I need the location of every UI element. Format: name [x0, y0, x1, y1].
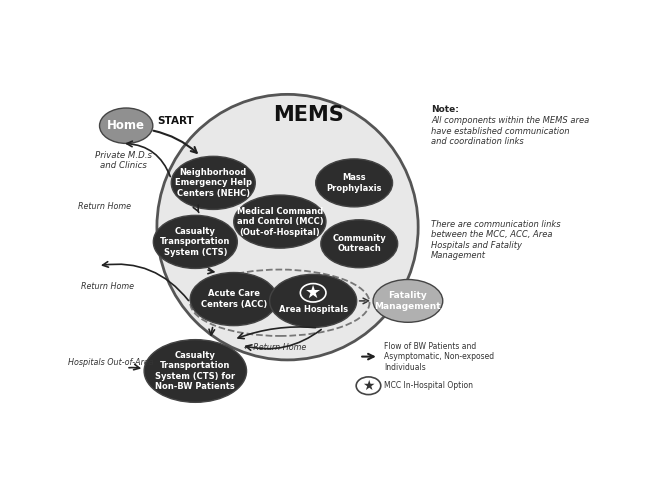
Text: Casualty
Transportation
System (CTS) for
Non-BW Patients: Casualty Transportation System (CTS) for…	[155, 351, 235, 391]
Text: Home: Home	[107, 119, 145, 132]
Text: START: START	[157, 116, 194, 126]
Ellipse shape	[190, 273, 278, 326]
Ellipse shape	[144, 340, 247, 402]
Ellipse shape	[316, 159, 393, 207]
Text: Casualty
Transportation
System (CTS): Casualty Transportation System (CTS)	[160, 227, 231, 257]
Text: MCC In-Hospital Option: MCC In-Hospital Option	[384, 381, 473, 390]
Text: Flow of BW Patients and
Asymptomatic, Non-exposed
Individuals: Flow of BW Patients and Asymptomatic, No…	[384, 342, 494, 372]
Text: ← Return Home: ← Return Home	[244, 342, 306, 352]
Ellipse shape	[157, 94, 418, 360]
Ellipse shape	[171, 156, 255, 209]
Text: Return Home: Return Home	[77, 202, 131, 211]
Text: Neighborhood
Emergency Help
Centers (NEHC): Neighborhood Emergency Help Centers (NEH…	[175, 168, 252, 198]
Text: There are communication links
between the MCC, ACC, Area
Hospitals and Fatality
: There are communication links between th…	[431, 220, 561, 260]
Ellipse shape	[100, 108, 153, 143]
Text: Private M.D.s
and Clinics: Private M.D.s and Clinics	[95, 151, 152, 170]
Text: Fatality
Management: Fatality Management	[375, 291, 442, 310]
Circle shape	[356, 377, 381, 395]
Text: Acute Care
Centers (ACC): Acute Care Centers (ACC)	[201, 289, 267, 309]
Text: Return Home: Return Home	[81, 282, 134, 291]
Text: Medical Command
and Control (MCC)
(Out-of-Hospital): Medical Command and Control (MCC) (Out-o…	[237, 207, 323, 237]
Text: Hospitals Out-of-Area: Hospitals Out-of-Area	[68, 358, 153, 367]
Ellipse shape	[373, 280, 443, 322]
Text: Note:: Note:	[431, 105, 459, 114]
Text: Community
Outreach: Community Outreach	[332, 234, 386, 253]
Ellipse shape	[234, 195, 326, 248]
Text: Mass
Prophylaxis: Mass Prophylaxis	[327, 173, 382, 193]
Text: ★: ★	[362, 379, 375, 393]
Ellipse shape	[321, 220, 398, 268]
Text: All components within the MEMS area
have established communication
and coordinat: All components within the MEMS area have…	[431, 116, 589, 146]
Ellipse shape	[270, 274, 357, 328]
Text: Area Hospitals: Area Hospitals	[278, 305, 348, 314]
Ellipse shape	[153, 216, 237, 268]
Text: MEMS: MEMS	[272, 104, 344, 125]
Text: ★: ★	[305, 284, 321, 302]
